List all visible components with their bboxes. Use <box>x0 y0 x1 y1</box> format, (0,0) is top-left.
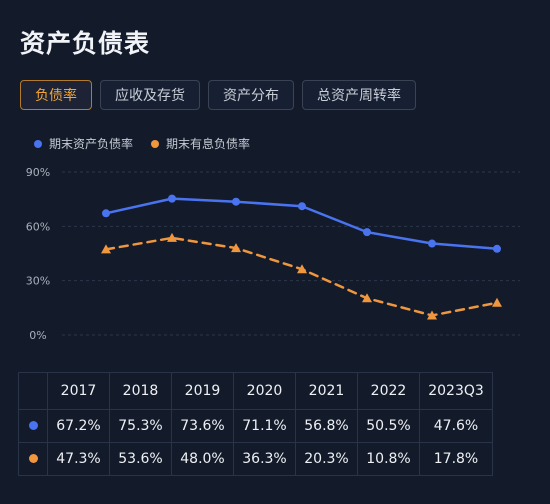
data-point-circle <box>363 228 371 237</box>
page-title: 资产负债表 <box>20 29 151 58</box>
orange-dot-icon <box>28 454 38 463</box>
legend-blue-dot-icon <box>34 139 42 148</box>
table-header-cell: 2021 <box>295 372 358 410</box>
data-point-triangle <box>427 310 437 320</box>
legend-orange-dot-icon <box>151 139 160 148</box>
table-row-interest-debt-ratio: 47.3% 53.6% 48.0% 36.3% 20.3% 10.8% 17.8… <box>18 442 493 476</box>
data-point-triangle <box>231 243 241 253</box>
table-row-marker <box>18 409 48 443</box>
tab-debt-ratio[interactable]: 负债率 <box>20 80 92 110</box>
table-cell: 47.6% <box>419 409 493 443</box>
data-point-circle <box>102 209 110 218</box>
table-cell: 17.8% <box>419 442 493 476</box>
table-header-cell: 2018 <box>109 372 172 410</box>
data-point-circle <box>168 194 176 203</box>
table-cell: 36.3% <box>233 442 296 476</box>
tab-asset-turnover[interactable]: 总资产周转率 <box>302 80 416 110</box>
y-tick-label: 30% <box>26 275 50 288</box>
legend-item-asset-debt-ratio[interactable]: 期末资产负债率 <box>34 135 133 152</box>
legend-item-interest-debt-ratio[interactable]: 期末有息负债率 <box>151 135 250 152</box>
table-header-cell: 2020 <box>233 372 296 410</box>
data-point-triangle <box>101 244 111 254</box>
data-table: 2017 2018 2019 2020 2021 2022 2023Q3 67.… <box>18 372 493 476</box>
table-cell: 56.8% <box>295 409 358 443</box>
tab-bar: 负债率 应收及存货 资产分布 总资产周转率 <box>20 80 416 110</box>
table-header-row: 2017 2018 2019 2020 2021 2022 2023Q3 <box>18 372 493 410</box>
table-cell: 53.6% <box>109 442 172 476</box>
data-point-triangle <box>362 293 372 303</box>
table-row-marker <box>18 442 48 476</box>
table-header-cell: 2023Q3 <box>419 372 493 410</box>
table-cell: 75.3% <box>109 409 172 443</box>
blue-dot-icon <box>28 421 38 430</box>
data-point-circle <box>232 197 240 206</box>
data-point-circle <box>428 239 436 248</box>
table-header-cell: 2017 <box>47 372 110 410</box>
data-point-triangle <box>492 297 502 307</box>
y-tick-label: 90% <box>26 166 50 179</box>
table-header-cell: 2022 <box>357 372 420 410</box>
table-cell: 50.5% <box>357 409 420 443</box>
data-point-triangle <box>297 264 307 274</box>
data-point-circle <box>298 202 306 211</box>
chart-legend: 期末资产负债率 期末有息负债率 <box>34 135 250 152</box>
y-tick-label: 0% <box>29 329 46 342</box>
table-header-cell: 2019 <box>171 372 234 410</box>
table-header-corner <box>18 372 48 410</box>
legend-label-interest-debt-ratio: 期末有息负债率 <box>166 137 251 151</box>
data-point-triangle <box>167 232 177 242</box>
data-point-circle <box>493 244 501 253</box>
tab-receivables-inventory[interactable]: 应收及存货 <box>100 80 200 110</box>
tab-asset-distribution[interactable]: 资产分布 <box>208 80 294 110</box>
table-cell: 48.0% <box>171 442 234 476</box>
table-cell: 73.6% <box>171 409 234 443</box>
series-line-2 <box>104 236 499 317</box>
y-tick-label: 60% <box>26 220 50 233</box>
table-cell: 47.3% <box>47 442 110 476</box>
table-row-asset-debt-ratio: 67.2% 75.3% 73.6% 71.1% 56.8% 50.5% 47.6… <box>18 409 493 443</box>
line-chart: 90% 60% 30% 0% <box>26 166 520 342</box>
table-cell: 71.1% <box>233 409 296 443</box>
table-cell: 20.3% <box>295 442 358 476</box>
table-cell: 67.2% <box>47 409 110 443</box>
legend-label-asset-debt-ratio: 期末资产负债率 <box>49 137 134 151</box>
table-cell: 10.8% <box>357 442 420 476</box>
